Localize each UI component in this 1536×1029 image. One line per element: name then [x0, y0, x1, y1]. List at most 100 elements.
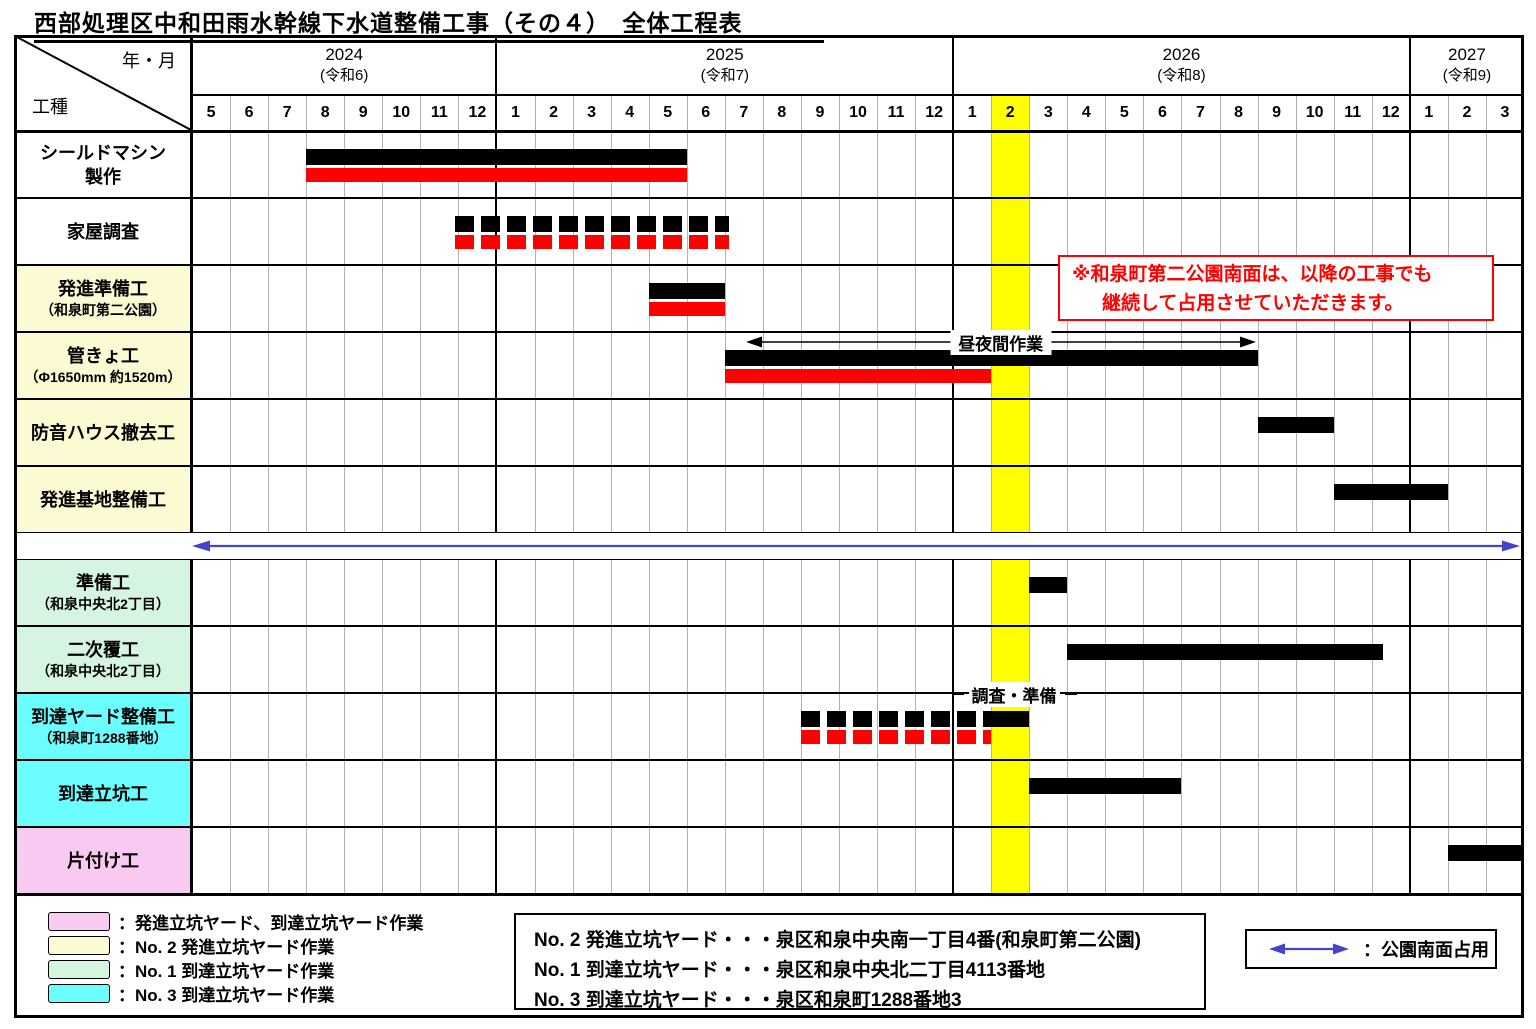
- row-label-6: 準備工 （和泉中央北2丁目）: [14, 559, 192, 626]
- month-number: 3: [1043, 104, 1053, 121]
- row-plot-10: [192, 827, 1524, 894]
- month-number: 11: [1344, 104, 1362, 121]
- month-number: 12: [468, 104, 487, 121]
- month-number: 11: [887, 104, 905, 121]
- month-gridline: [762, 559, 764, 894]
- year-label: 2024: [325, 45, 364, 64]
- row-label-line: シールドマシン: [40, 142, 166, 163]
- month-number: 3: [1500, 104, 1510, 121]
- year-label: 2025: [705, 45, 744, 64]
- legend-item: ：No. 3 到達立坑ヤード作業: [48, 983, 335, 1005]
- month-number: 10: [1305, 104, 1324, 121]
- row-label-line: 家屋調査: [67, 221, 139, 242]
- month-gridline: [534, 559, 536, 894]
- month-header-cell: 4: [611, 95, 649, 131]
- month-number: 7: [739, 104, 749, 121]
- row-plot-1: [192, 198, 1524, 265]
- row-border-line: [14, 331, 1524, 333]
- row-plot-7: [192, 626, 1524, 693]
- month-header-cell: 11: [1334, 95, 1372, 131]
- row-label-2: 発進準備工 （和泉町第二公園）: [14, 265, 192, 332]
- month-gridline: [686, 559, 688, 894]
- month-number: 4: [625, 104, 635, 121]
- month-number: 4: [1081, 104, 1091, 121]
- yard-address-box: No. 2 発進立坑ヤード・・・泉区和泉中央南一丁目4番(和泉町第二公園) No…: [514, 913, 1206, 1011]
- month-header-cell: 8: [1220, 95, 1258, 131]
- header-year-month-divider: [192, 94, 1524, 96]
- month-number: 10: [849, 104, 867, 121]
- year-boundary-line: [495, 559, 498, 894]
- double-arrow: [1269, 943, 1349, 955]
- month-number: 6: [1157, 104, 1167, 121]
- gantt-bar-black: [1029, 577, 1068, 593]
- month-number: 7: [282, 104, 292, 121]
- month-gridline: [572, 559, 574, 894]
- month-gridline: [1105, 559, 1107, 894]
- row-border-line: [14, 826, 1524, 828]
- note-line-2: 継続して占用させていただきます。: [1102, 293, 1404, 314]
- month-number: 10: [392, 104, 411, 121]
- park-occupation-arrow: [192, 533, 1524, 559]
- row-label-line: （和泉中央北2丁目）: [36, 663, 170, 679]
- gantt-bar-black: [724, 350, 1258, 366]
- row-border-line: [14, 398, 1524, 400]
- legend-item: ：No. 2 発進立坑ヤード作業: [48, 935, 334, 957]
- month-number: 6: [701, 104, 711, 121]
- month-gridline: [1029, 559, 1031, 894]
- month-header-cell: 10: [1296, 95, 1334, 131]
- row-label-7: 二次覆工 （和泉中央北2丁目）: [14, 626, 192, 693]
- row-label-line: 到達ヤード整備工: [31, 707, 175, 727]
- corner-label-year-month: 年・月: [122, 51, 176, 71]
- park-occupation-note: ※和泉町第二公園南面は、以降の工事でも 継続して占用させていただきます。: [1058, 255, 1494, 321]
- survey-prep-annotation: 調査・準備: [949, 681, 1078, 707]
- month-gridline: [458, 95, 460, 533]
- month-header-cell: 3: [1486, 95, 1524, 131]
- month-number: 9: [815, 104, 825, 121]
- month-gridline: [724, 95, 726, 533]
- month-gridline: [420, 95, 422, 533]
- row-border-line: [14, 558, 1524, 560]
- body-bottom-border: [14, 892, 1524, 896]
- month-gridline: [1371, 559, 1373, 894]
- month-number: 1: [511, 104, 520, 121]
- month-gridline: [1447, 559, 1449, 894]
- row-plot-8: 調査・準備: [192, 681, 1524, 760]
- month-number: 8: [1234, 104, 1243, 121]
- month-gridline: [306, 95, 308, 533]
- gantt-bar-black: [648, 283, 725, 299]
- month-gridline: [230, 95, 232, 533]
- highlight-column-2026-2: [991, 131, 1030, 894]
- annotation-dash: [1064, 693, 1077, 695]
- row-label-0: シールドマシン 製作: [14, 131, 192, 198]
- month-number: 3: [587, 104, 597, 121]
- month-gridline: [268, 559, 270, 894]
- era-label: (令和8): [1157, 67, 1206, 84]
- month-number: 5: [663, 104, 673, 121]
- month-header-cell: 5: [649, 95, 687, 131]
- row-label-1: 家屋調査: [14, 198, 192, 265]
- year-boundary-line: [1408, 559, 1411, 894]
- day-night-work-annotation: 昼夜間作業: [745, 330, 1256, 355]
- row-border-line: [14, 625, 1524, 627]
- month-number: 11: [430, 104, 448, 121]
- month-header-cell: 7: [268, 95, 306, 131]
- era-label: (令和9): [1442, 67, 1492, 84]
- row-border-line: [14, 692, 1524, 694]
- legend-label: ：発進立坑ヤード、到達立坑ヤード作業: [118, 913, 424, 933]
- legend-item: ：発進立坑ヤード、到達立坑ヤード作業: [48, 911, 424, 933]
- month-number: 2: [549, 104, 558, 121]
- park-occupation-legend: ：公園南面占用: [1245, 929, 1497, 969]
- row-label-line: 発進準備工: [58, 279, 148, 299]
- legend-label: ：No. 3 到達立坑ヤード作業: [118, 985, 335, 1005]
- row-border-line: [14, 197, 1524, 199]
- month-gridline: [1067, 559, 1069, 894]
- month-header-cell: 10: [839, 95, 877, 131]
- month-header-cell: 6: [230, 95, 268, 131]
- header-corner-cell: 年・月 工種: [14, 35, 192, 131]
- month-header-cell: 12: [915, 95, 953, 131]
- corner-diagonal-line: [14, 35, 192, 131]
- day-night-work-label: 昼夜間作業: [950, 330, 1052, 355]
- gantt-bar-black: [1067, 644, 1384, 660]
- month-gridline: [991, 95, 993, 533]
